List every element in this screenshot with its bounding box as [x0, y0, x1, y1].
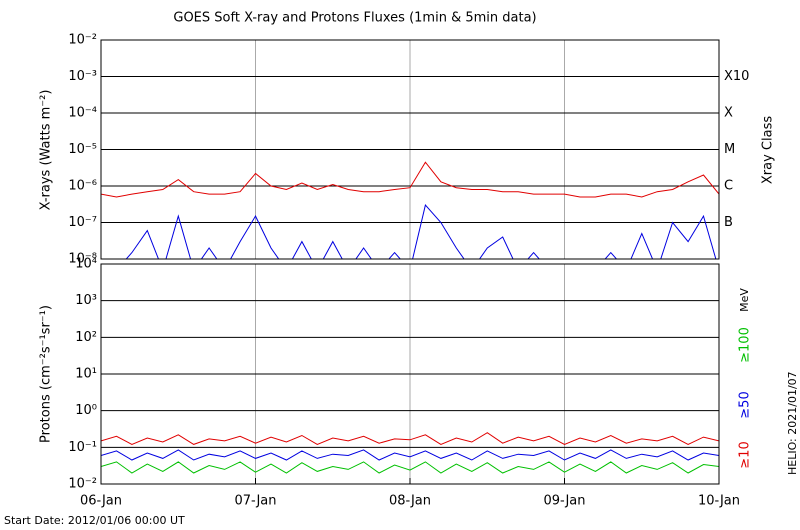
legend-title: MeV	[738, 288, 751, 312]
y-tick-label: 10¹	[75, 367, 97, 382]
y-tick-label: 10⁻⁷	[68, 215, 97, 230]
class-label: X	[724, 106, 733, 121]
plot-frame	[100, 39, 720, 260]
y-tick-label: 10⁰	[75, 403, 97, 418]
y-tick-label: 10²	[75, 330, 97, 345]
credit: HELIO: 2021/01/07	[786, 371, 799, 475]
y-tick-label: 10³	[75, 293, 97, 308]
y-tick-label: 10⁻²	[68, 477, 97, 492]
y-axis-title: X-rays (Watts m⁻²)	[39, 90, 54, 211]
y-tick-label: 10⁻⁶	[68, 179, 97, 194]
class-label: M	[724, 142, 735, 157]
y-tick-label: 10⁻⁴	[68, 106, 97, 121]
series-line	[101, 432, 719, 445]
legend-entry: ≥50	[738, 391, 753, 418]
class-label: B	[724, 215, 733, 230]
y-tick-label: 10⁻¹	[68, 440, 97, 455]
x-tick-label: 07-Jan	[235, 494, 277, 509]
x-tick-label: 08-Jan	[389, 494, 431, 509]
y-tick-label: 10⁻⁵	[68, 142, 97, 157]
legend-entry: ≥100	[738, 327, 753, 363]
start-date: Start Date: 2012/01/06 00:00 UT	[4, 514, 185, 527]
class-label: X10	[724, 69, 749, 84]
chart-title: GOES Soft X-ray and Protons Fluxes (1min…	[173, 11, 536, 26]
series-line	[101, 461, 719, 474]
y-tick-label: 10⁻²	[68, 33, 97, 48]
x-tick-label: 10-Jan	[698, 494, 740, 509]
x-tick-label: 06-Jan	[80, 494, 122, 509]
y-tick-label: 10⁻³	[68, 69, 97, 84]
series-line	[101, 449, 719, 461]
y-tick-label: 10⁻⁸	[68, 252, 97, 267]
series-line	[101, 161, 719, 198]
legend-entry: ≥10	[738, 441, 753, 468]
x-tick-label: 09-Jan	[544, 494, 586, 509]
series-line	[125, 204, 717, 259]
y-tick-label: 10⁴	[75, 257, 97, 272]
class-label: C	[724, 179, 733, 194]
y-axis-title: Protons (cm⁻²s⁻¹sr⁻¹)	[39, 305, 54, 443]
right-axis-title: Xray Class	[761, 116, 776, 184]
